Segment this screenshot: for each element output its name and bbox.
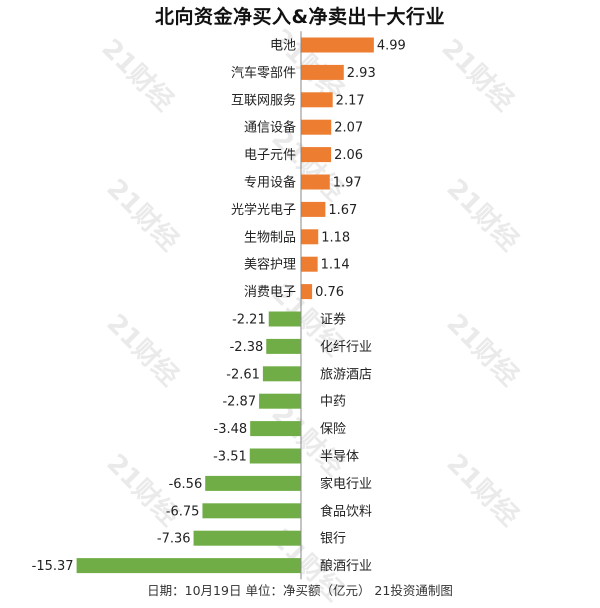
category-label: 通信设备: [244, 120, 296, 136]
bar-18: [202, 503, 301, 519]
bar-7: [301, 201, 326, 217]
bar-16: [249, 448, 301, 464]
bar-3: [301, 92, 333, 108]
bar-1: [301, 37, 374, 53]
category-label: 证券: [320, 312, 346, 328]
category-label: 银行: [320, 532, 346, 547]
category-label: 食品饮料: [320, 503, 372, 519]
category-label: 专用设备: [244, 175, 296, 191]
footer-note: 日期：10月19日 单位：净买额（亿元） 21投资通制图: [147, 583, 453, 598]
value-label: 4.99: [377, 39, 406, 54]
value-label: 2.06: [334, 148, 363, 163]
bar-17: [205, 475, 301, 491]
value-label: 1.18: [321, 230, 350, 245]
value-label: 2.93: [347, 66, 376, 81]
category-label: 生物制品: [244, 230, 296, 245]
category-label: 互联网服务: [231, 92, 296, 108]
category-label: 家电行业: [320, 476, 372, 492]
value-label: 1.14: [321, 258, 350, 273]
bar-19: [193, 530, 301, 546]
value-label: 2.17: [336, 93, 365, 108]
category-label: 汽车零部件: [231, 65, 296, 81]
value-label: -2.61: [226, 367, 260, 382]
bar-14: [259, 393, 301, 409]
bar-13: [262, 366, 301, 382]
bar-11: [268, 311, 301, 327]
chart-title: 北向资金净买入&净卖出十大行业: [154, 6, 446, 28]
value-label: -7.36: [157, 532, 191, 547]
bar-8: [301, 229, 319, 245]
bar-5: [301, 147, 332, 163]
value-label: -15.37: [32, 559, 74, 574]
bar-20: [76, 558, 302, 574]
category-label: 中药: [320, 395, 346, 410]
value-label: -2.87: [222, 395, 256, 410]
category-label: 电池: [270, 39, 296, 54]
category-label: 保险: [320, 422, 346, 437]
value-label: -3.48: [214, 422, 248, 437]
category-label: 电子元件: [244, 148, 296, 163]
bar-15: [250, 421, 301, 437]
value-label: -3.51: [213, 450, 247, 465]
value-label: 2.07: [334, 121, 363, 136]
value-label: -6.56: [169, 477, 203, 492]
category-label: 美容护理: [244, 257, 296, 273]
bar-6: [301, 174, 330, 190]
category-label: 旅游酒店: [320, 367, 372, 382]
category-label: 半导体: [320, 450, 359, 465]
bar-4: [301, 119, 332, 135]
bar-10: [301, 284, 313, 300]
value-label: 1.97: [333, 176, 362, 191]
category-label: 消费电子: [244, 285, 296, 300]
value-label: 0.76: [315, 285, 344, 300]
value-label: -6.75: [166, 504, 200, 519]
bar-2: [301, 64, 344, 80]
category-label: 光学光电子: [231, 202, 296, 218]
category-label: 酿酒行业: [320, 558, 372, 574]
category-label: 化纤行业: [320, 340, 372, 355]
bar-9: [301, 256, 318, 272]
value-label: -2.38: [230, 340, 264, 355]
value-label: 1.67: [328, 203, 357, 218]
bar-12: [266, 338, 301, 354]
value-label: -2.21: [232, 313, 266, 328]
